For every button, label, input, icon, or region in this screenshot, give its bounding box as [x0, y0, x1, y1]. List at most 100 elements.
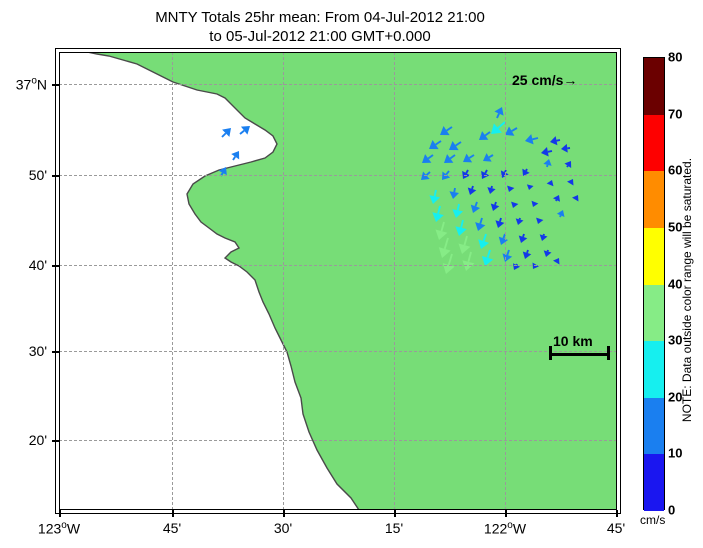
current-vector-32 — [526, 184, 534, 190]
scale-bar-cap-right — [607, 346, 610, 360]
current-vector-41 — [552, 195, 561, 202]
map-plot-area[interactable] — [59, 52, 617, 510]
current-vector-36 — [452, 203, 463, 218]
y-axis-label-1: 50' — [28, 167, 47, 183]
current-vector-4 — [494, 107, 504, 119]
x-axis-label-5: 45' — [606, 520, 626, 536]
colorbar[interactable] — [643, 57, 665, 511]
gridline-vertical-4 — [616, 52, 617, 510]
vector-shaft — [443, 237, 449, 250]
gridline-vertical-1 — [283, 52, 284, 510]
vector-shaft — [532, 137, 539, 141]
vector-arrowhead — [222, 128, 231, 137]
current-vector-29 — [467, 185, 477, 195]
current-vector-17 — [463, 153, 475, 163]
vector-arrowhead — [444, 154, 454, 163]
colorbar-tick-80: 80 — [668, 49, 683, 65]
vector-arrowhead — [495, 220, 505, 228]
current-vector-38 — [490, 201, 500, 211]
vector-arrowhead — [518, 235, 528, 243]
current-vector-59 — [502, 249, 513, 262]
colorbar-tick-0: 0 — [668, 502, 676, 518]
current-vector-0 — [221, 128, 231, 138]
vector-shaft — [490, 185, 493, 189]
vector-shaft — [474, 201, 478, 207]
current-vector-18 — [483, 153, 494, 162]
vector-arrowhead — [479, 131, 489, 140]
current-vector-60 — [522, 249, 532, 259]
x-tick-mark-1 — [172, 510, 174, 517]
vector-arrowhead — [507, 185, 515, 192]
vector-arrowhead — [505, 126, 515, 136]
vector-arrowhead — [511, 201, 519, 208]
vector-arrowhead — [515, 218, 524, 225]
vector-arrowhead — [494, 107, 504, 116]
reference-arrow-text: 25 cm/s — [512, 72, 564, 88]
colorbar-band-20-30 — [644, 341, 664, 398]
vector-shaft — [465, 169, 469, 174]
scale-bar-label: 10 km — [553, 333, 593, 349]
vector-arrowhead — [487, 187, 496, 194]
current-vector-52 — [478, 233, 490, 249]
x-tick-mark-5 — [616, 510, 618, 517]
scale-bar-cap-left — [549, 346, 552, 360]
vector-shaft — [427, 154, 434, 160]
current-vector-48 — [536, 217, 544, 224]
current-vector-61 — [543, 249, 552, 257]
vector-arrowhead — [467, 187, 477, 195]
vector-arrowhead — [561, 143, 568, 153]
current-vector-1 — [239, 126, 250, 135]
coastline-land-polygon — [86, 52, 617, 510]
colorbar-band-60-70 — [644, 114, 664, 172]
vector-arrowhead — [240, 126, 250, 135]
gridline-horizontal-4 — [59, 440, 617, 441]
vector-arrowhead — [572, 195, 579, 202]
vector-arrowhead — [478, 239, 490, 249]
vector-shaft — [494, 201, 497, 206]
vector-shaft — [486, 249, 491, 259]
current-vector-28 — [449, 187, 460, 199]
vector-shaft — [511, 127, 518, 132]
colorbar-band-70-80 — [644, 58, 664, 115]
vector-shaft — [559, 215, 562, 218]
title-line-1: MNTY Totals 25hr mean: From 04-Jul-2012 … — [155, 9, 485, 26]
gridline-horizontal-0 — [59, 84, 617, 85]
current-vector-43 — [435, 221, 448, 240]
vector-arrowhead — [481, 255, 494, 266]
y-axis-label-2: 40' — [28, 257, 47, 273]
vector-arrowhead — [543, 250, 552, 257]
x-axis-label-0: 123oW — [37, 520, 81, 537]
vector-arrowhead — [455, 226, 467, 236]
vector-shaft — [456, 203, 460, 211]
vector-arrowhead — [462, 170, 471, 179]
vector-arrowhead — [481, 170, 490, 179]
y-tick-mark-2 — [52, 265, 59, 267]
vector-shaft — [440, 221, 445, 232]
vector-arrowhead — [522, 251, 532, 259]
vector-arrowhead — [463, 153, 473, 163]
vector-arrowhead — [522, 168, 530, 176]
current-vector-10 — [491, 121, 506, 134]
vector-shaft — [425, 171, 431, 176]
vector-shaft — [445, 170, 450, 176]
current-vector-58 — [481, 249, 494, 266]
current-vector-39 — [511, 201, 519, 208]
current-vector-53 — [498, 233, 509, 245]
x-axis-label-2: 30' — [273, 520, 293, 536]
current-vector-40 — [531, 200, 539, 207]
vector-arrowhead — [432, 212, 444, 222]
vector-shaft — [479, 217, 483, 224]
x-tick-mark-4 — [505, 510, 507, 517]
vector-shaft — [232, 156, 236, 161]
vector-shaft — [221, 132, 227, 138]
current-vector-62 — [512, 263, 521, 270]
current-vector-49 — [556, 210, 565, 218]
vector-arrowhead — [422, 154, 432, 163]
vector-shaft — [525, 168, 528, 172]
vector-arrowhead — [440, 126, 450, 136]
vector-arrowhead — [435, 229, 448, 240]
y-tick-mark-1 — [52, 175, 59, 177]
current-vector-30 — [487, 185, 496, 194]
vector-shaft — [546, 164, 549, 168]
